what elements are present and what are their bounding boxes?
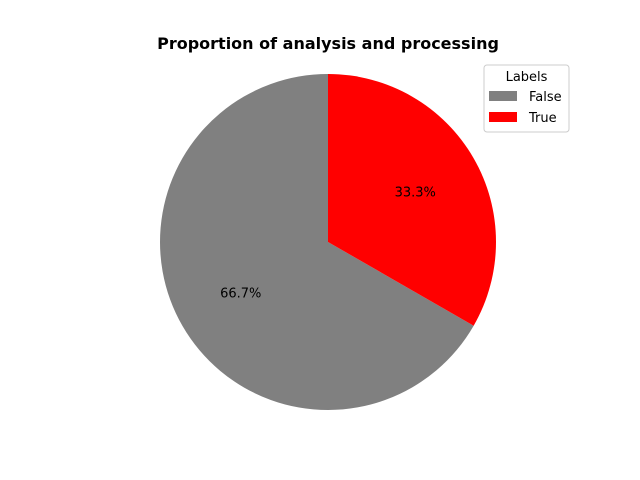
pie-label-false: 66.7% <box>220 286 261 301</box>
legend-label-false: False <box>529 90 562 105</box>
legend-entries: False True <box>489 90 562 126</box>
legend: Labels False True <box>483 64 570 133</box>
legend-label-true: True <box>528 111 557 126</box>
pie-slice-false <box>160 74 474 410</box>
pie-percent-labels: 66.7% 33.3% <box>220 186 436 302</box>
legend-title: Labels <box>506 70 548 85</box>
pie-slice-true <box>328 74 496 326</box>
legend-swatch-false <box>489 91 517 101</box>
chart-title: Proportion of analysis and processing <box>157 34 499 53</box>
pie-slices <box>160 74 496 410</box>
legend-swatch-true <box>489 112 517 122</box>
pie-label-true: 33.3% <box>395 186 436 201</box>
